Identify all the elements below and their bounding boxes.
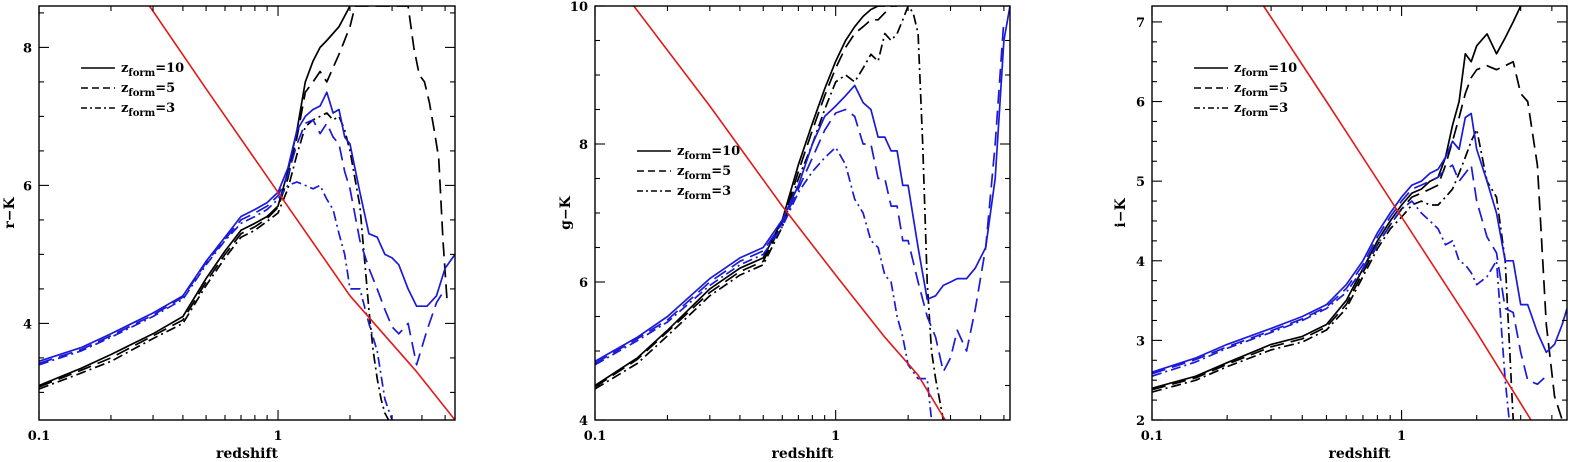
legend-label: zform=10 bbox=[1234, 61, 1297, 79]
legend-label: zform=5 bbox=[1234, 81, 1288, 99]
legend-label: zform=3 bbox=[1234, 101, 1288, 119]
x-tick-label: 0.1 bbox=[584, 429, 607, 444]
series-line-6 bbox=[595, 146, 933, 420]
series-line-7 bbox=[1262, 6, 1532, 420]
chart-panel-2: 0.1 146810redshiftg−Kzform=10zform=5zform… bbox=[558, 0, 1011, 462]
plot-frame bbox=[594, 5, 1011, 421]
series-group bbox=[595, 6, 1010, 420]
series-line-6 bbox=[39, 181, 393, 420]
y-axis-label: i−K bbox=[1113, 198, 1129, 228]
y-axis-label: r−K bbox=[2, 197, 18, 229]
series-line-3 bbox=[595, 6, 945, 420]
series-line-4 bbox=[1152, 112, 1567, 374]
series-line-6 bbox=[1152, 200, 1511, 420]
series-line-3 bbox=[1152, 128, 1515, 420]
y-tick-label: 3 bbox=[1136, 334, 1145, 349]
chart-panel-3: 0.1 1234567redshifti−Kzform=10zform=5zfor… bbox=[1113, 5, 1568, 462]
series-line-7 bbox=[633, 6, 946, 420]
y-tick-label: 4 bbox=[1136, 255, 1145, 270]
x-axis-label: redshift bbox=[216, 446, 278, 462]
y-tick-label: 2 bbox=[1136, 414, 1145, 429]
y-tick-label: 10 bbox=[570, 0, 588, 15]
series-line-5 bbox=[595, 19, 1005, 373]
x-tick-label: 1 bbox=[1397, 429, 1406, 444]
legend: zform=10 zform=5 zform=3 bbox=[637, 144, 740, 202]
y-tick-label: 4 bbox=[23, 317, 32, 332]
series-line-2 bbox=[39, 6, 449, 388]
y-tick-label: 8 bbox=[579, 138, 588, 153]
legend-label: zform=5 bbox=[677, 164, 731, 182]
series-line-4 bbox=[595, 6, 1010, 363]
series-line-1 bbox=[39, 6, 351, 387]
series-line-7 bbox=[148, 6, 455, 420]
x-tick-label: 1 bbox=[274, 429, 283, 444]
plot-frame bbox=[1151, 5, 1568, 421]
series-line-2 bbox=[595, 6, 898, 388]
y-tick-label: 8 bbox=[23, 41, 32, 56]
chart-panel-1: 0.1 1 4 6 8 redshift r−K zform=10 zform=5 zform=3 bbox=[2, 5, 456, 462]
y-axis-label: g−K bbox=[558, 195, 574, 230]
legend: zform=10 zform=5 zform=3 bbox=[1194, 61, 1297, 119]
series-line-5 bbox=[39, 119, 446, 366]
series-group bbox=[1152, 6, 1567, 420]
plot-frame bbox=[38, 5, 456, 421]
y-tick-label: 4 bbox=[579, 414, 588, 429]
series-line-1 bbox=[595, 6, 885, 387]
series-line-2 bbox=[1152, 60, 1564, 420]
legend: zform=10 zform=5 zform=3 bbox=[81, 61, 184, 119]
x-axis-label: redshift bbox=[772, 446, 834, 462]
series-line-5 bbox=[1152, 164, 1547, 386]
y-tick-label: 7 bbox=[1136, 16, 1145, 31]
y-tick-label: 6 bbox=[23, 179, 32, 194]
y-tick-label: 6 bbox=[1136, 96, 1145, 111]
y-tick-label: 5 bbox=[1136, 175, 1145, 190]
legend-label: zform=3 bbox=[677, 184, 731, 202]
series-line-3 bbox=[39, 112, 390, 420]
x-tick-label: 1 bbox=[831, 429, 840, 444]
series-line-4 bbox=[39, 91, 455, 363]
x-tick-label: 0.1 bbox=[1141, 429, 1164, 444]
series-group bbox=[39, 6, 455, 420]
y-tick-label: 6 bbox=[579, 276, 588, 291]
legend-label: zform=3 bbox=[121, 101, 175, 119]
x-tick-label: 0.1 bbox=[28, 429, 51, 444]
x-axis-label: redshift bbox=[1329, 446, 1391, 462]
legend-label: zform=5 bbox=[121, 81, 175, 99]
legend-label: zform=10 bbox=[121, 61, 184, 79]
legend-label: zform=10 bbox=[677, 144, 740, 162]
series-line-1 bbox=[1152, 6, 1522, 390]
